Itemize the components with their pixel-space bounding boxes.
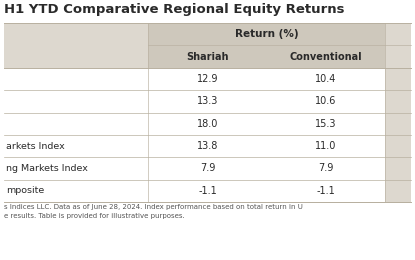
Text: mposite: mposite (6, 186, 44, 195)
Bar (149, 23, 385, 68)
Text: 13.8: 13.8 (197, 141, 218, 151)
Bar (4, 113, 385, 135)
Bar (4, 135, 385, 157)
Bar (4, 90, 385, 113)
Text: 18.0: 18.0 (197, 119, 218, 129)
Text: arkets Index: arkets Index (6, 141, 65, 151)
Text: Return (%): Return (%) (235, 29, 298, 39)
Bar (4, 23, 411, 202)
Text: ng Markets Index: ng Markets Index (6, 164, 88, 173)
Text: e results. Table is provided for illustrative purposes.: e results. Table is provided for illustr… (4, 213, 185, 219)
Text: 11.0: 11.0 (315, 141, 336, 151)
Text: -1.1: -1.1 (316, 186, 335, 196)
Text: 10.6: 10.6 (315, 96, 336, 106)
Text: H1 YTD Comparative Regional Equity Returns: H1 YTD Comparative Regional Equity Retur… (4, 3, 344, 16)
Bar (4, 180, 385, 202)
Text: 7.9: 7.9 (318, 164, 333, 173)
Text: s Indices LLC. Data as of June 28, 2024. Index performance based on total return: s Indices LLC. Data as of June 28, 2024.… (4, 204, 303, 210)
Text: Shariah: Shariah (186, 51, 229, 62)
Bar (4, 68, 385, 90)
Text: 15.3: 15.3 (315, 119, 336, 129)
Text: 13.3: 13.3 (197, 96, 218, 106)
Text: 7.9: 7.9 (200, 164, 215, 173)
Text: Conventional: Conventional (289, 51, 362, 62)
Text: 10.4: 10.4 (315, 74, 336, 84)
Bar (4, 157, 385, 180)
Text: 12.9: 12.9 (197, 74, 218, 84)
Text: -1.1: -1.1 (198, 186, 217, 196)
